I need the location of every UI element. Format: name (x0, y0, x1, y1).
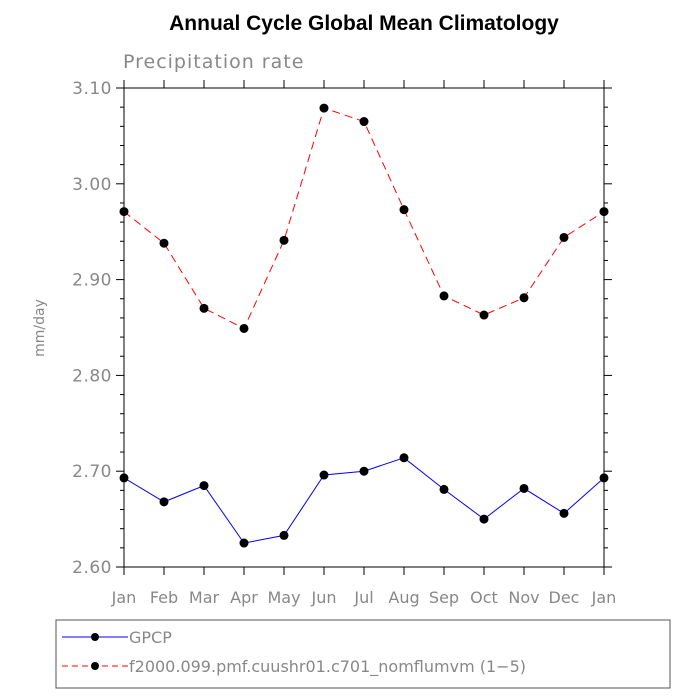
x-tick-label: Jan (591, 588, 617, 607)
y-axis-label: mm/day (32, 299, 48, 357)
legend-label-gpcp: GPCP (129, 628, 172, 647)
data-point-0 (439, 484, 449, 494)
legend-box (55, 619, 671, 689)
y-tick-label: 3.10 (72, 79, 112, 99)
x-ticks: Jan Feb Mar Apr May Jun Jul Aug Sep Oct Nov Dec Jan (111, 80, 617, 607)
legend-marker-gpcp (91, 633, 99, 641)
y-tick-label: 2.90 (72, 271, 112, 291)
data-point-1 (599, 207, 609, 217)
series-layer (119, 103, 609, 548)
x-tick-label: Jan (111, 588, 137, 607)
data-point-1 (119, 207, 129, 217)
x-tick-label: Apr (230, 588, 258, 607)
data-point-0 (159, 497, 169, 507)
chart-title: Annual Cycle Global Mean Climatology (169, 12, 559, 35)
data-point-0 (319, 470, 329, 480)
x-tick-label: Mar (189, 588, 220, 607)
y-ticks: 2.60 2.70 2.80 2.90 3.00 3.10 (72, 79, 612, 578)
data-point-0 (239, 538, 249, 548)
data-point-0 (359, 466, 369, 476)
data-point-1 (359, 117, 369, 127)
plot-frame (123, 87, 605, 568)
x-tick-label: May (267, 588, 300, 607)
data-point-1 (519, 293, 529, 303)
y-tick-label: 2.60 (72, 558, 112, 578)
data-point-0 (519, 483, 529, 493)
y-tick-label: 3.00 (72, 175, 112, 195)
data-point-1 (319, 103, 329, 113)
x-tick-label: Aug (388, 588, 419, 607)
data-point-1 (559, 232, 569, 242)
chart-subtitle: Precipitation rate (123, 51, 304, 73)
data-point-1 (279, 235, 289, 245)
x-tick-label: Jul (353, 588, 373, 607)
data-point-1 (439, 291, 449, 301)
data-point-1 (479, 310, 489, 320)
data-point-0 (599, 473, 609, 483)
legend-label-model: f2000.099.pmf.cuushr01.c701_nomflumvm (1… (129, 657, 526, 677)
data-point-0 (559, 508, 569, 518)
data-point-1 (199, 303, 209, 313)
x-tick-label: Dec (549, 588, 580, 607)
data-point-1 (239, 323, 249, 333)
data-point-0 (479, 514, 489, 524)
data-point-0 (399, 453, 409, 463)
data-point-1 (399, 205, 409, 215)
y-tick-label: 2.80 (72, 366, 112, 386)
legend: GPCP f2000.099.pmf.cuushr01.c701_nomflum… (55, 619, 671, 689)
x-tick-label: Jun (311, 588, 337, 607)
x-tick-label: Sep (429, 588, 459, 607)
x-tick-label: Feb (150, 588, 178, 607)
y-tick-label: 2.70 (72, 462, 112, 482)
data-point-0 (199, 481, 209, 491)
legend-marker-model (91, 662, 99, 670)
series-line-1 (123, 107, 605, 330)
x-tick-label: Nov (508, 588, 539, 607)
data-point-0 (279, 530, 289, 540)
data-point-0 (119, 473, 129, 483)
data-point-1 (159, 238, 169, 248)
x-tick-label: Oct (470, 588, 498, 607)
